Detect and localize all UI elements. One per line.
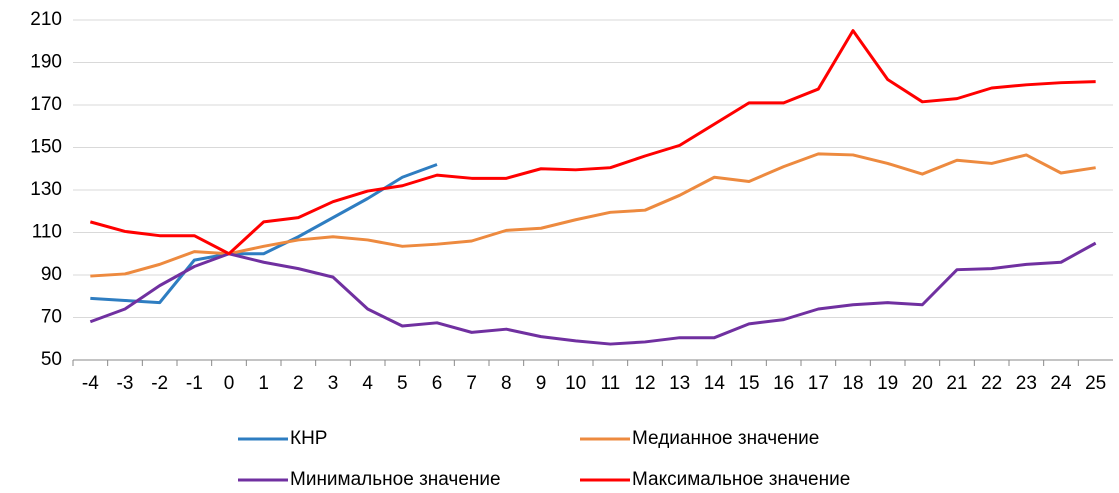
series-line [90, 163, 438, 305]
x-tick-label: 1 [258, 373, 269, 394]
y-tick-label: 110 [32, 222, 62, 243]
x-tick-label: 24 [1050, 373, 1072, 394]
x-tick-label: 3 [328, 373, 339, 394]
x-tick-label: 12 [634, 373, 655, 394]
y-tick-label: 170 [30, 94, 62, 115]
x-tick-label: -3 [117, 373, 134, 394]
x-tick-label: 7 [466, 373, 477, 394]
legend-label: Максимальное значение [632, 469, 850, 490]
x-tick-label: 22 [981, 373, 1002, 394]
y-tick-label: 70 [41, 307, 62, 328]
x-tick-label: 25 [1085, 373, 1106, 394]
x-tick-label: 2 [293, 373, 304, 394]
series-line [89, 29, 1096, 256]
x-tick-label: 21 [946, 373, 967, 394]
x-tick-label: -4 [82, 373, 99, 394]
x-tick-label: 17 [808, 373, 829, 394]
x-tick-label: 13 [669, 373, 690, 394]
series-line [90, 152, 1096, 278]
y-tick-label: 50 [41, 349, 62, 370]
x-tick-label: 8 [501, 373, 512, 394]
x-tick-label: 11 [600, 373, 620, 394]
x-tick-label: -2 [151, 373, 168, 394]
x-tick-label: 4 [362, 373, 373, 394]
x-tick-label: 14 [704, 373, 726, 394]
x-tick-label: 23 [1016, 373, 1037, 394]
series-line [89, 241, 1097, 346]
x-tick-label: 0 [224, 373, 235, 394]
y-tick-label: 190 [30, 52, 62, 73]
x-tick-label: 18 [842, 373, 863, 394]
x-tick-label: 5 [397, 373, 408, 394]
legend-label: Минимальное значение [290, 469, 501, 490]
x-tick-label: 6 [432, 373, 443, 394]
legend-label: Медианное значение [632, 428, 819, 449]
y-tick-label: 90 [41, 264, 62, 285]
y-tick-label: 150 [30, 137, 62, 158]
x-tick-label: 15 [738, 373, 759, 394]
x-tick-label: 16 [773, 373, 794, 394]
x-tick-label: 19 [877, 373, 898, 394]
x-tick-label: -1 [186, 373, 203, 394]
legend-label: КНР [290, 428, 327, 449]
y-tick-label: 210 [30, 9, 62, 30]
x-tick-label: 20 [912, 373, 933, 394]
x-tick-label: 10 [565, 373, 586, 394]
x-tick-label: 9 [536, 373, 547, 394]
y-tick-label: 130 [30, 179, 62, 200]
